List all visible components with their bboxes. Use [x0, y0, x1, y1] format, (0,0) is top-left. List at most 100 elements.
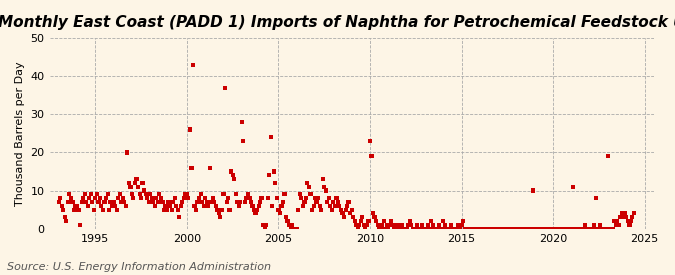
Point [277, 200, 288, 204]
Point [499, 226, 510, 231]
Point [192, 200, 203, 204]
Point [610, 223, 621, 227]
Point [209, 200, 220, 204]
Point [227, 173, 238, 177]
Point [601, 226, 612, 231]
Point [281, 215, 292, 219]
Point [546, 226, 557, 231]
Point [517, 226, 528, 231]
Point [79, 192, 90, 197]
Point [471, 226, 482, 231]
Point [448, 226, 459, 231]
Point [595, 223, 605, 227]
Point [477, 226, 488, 231]
Point [429, 226, 439, 231]
Point [335, 207, 346, 212]
Point [319, 185, 329, 189]
Point [258, 223, 269, 227]
Point [511, 226, 522, 231]
Point [404, 219, 415, 223]
Point [585, 226, 595, 231]
Point [246, 200, 256, 204]
Point [400, 226, 410, 231]
Point [300, 196, 311, 200]
Point [586, 226, 597, 231]
Point [57, 204, 68, 208]
Point [292, 226, 302, 231]
Point [157, 200, 168, 204]
Point [334, 204, 345, 208]
Point [271, 196, 282, 200]
Point [534, 226, 545, 231]
Text: Source: U.S. Energy Information Administration: Source: U.S. Energy Information Administ… [7, 262, 271, 272]
Point [85, 192, 96, 197]
Point [494, 226, 505, 231]
Point [414, 226, 425, 231]
Point [433, 223, 444, 227]
Point [554, 226, 564, 231]
Point [512, 226, 523, 231]
Point [73, 207, 84, 212]
Point [310, 196, 321, 200]
Point [142, 196, 153, 200]
Point [261, 223, 271, 227]
Point [439, 223, 450, 227]
Point [519, 226, 530, 231]
Point [358, 223, 369, 227]
Point [551, 226, 562, 231]
Point [412, 223, 423, 227]
Point [487, 226, 497, 231]
Point [279, 192, 290, 197]
Point [293, 207, 304, 212]
Point [244, 196, 255, 200]
Point [234, 204, 244, 208]
Point [128, 196, 139, 200]
Point [620, 211, 630, 216]
Point [317, 177, 328, 181]
Point [627, 215, 638, 219]
Point [357, 215, 368, 219]
Point [464, 226, 475, 231]
Point [186, 166, 197, 170]
Point [151, 196, 162, 200]
Point [108, 200, 119, 204]
Point [116, 200, 127, 204]
Point [259, 226, 270, 231]
Point [302, 181, 313, 185]
Point [331, 196, 342, 200]
Point [410, 226, 421, 231]
Point [113, 196, 124, 200]
Point [352, 226, 363, 231]
Point [465, 226, 476, 231]
Point [581, 226, 592, 231]
Point [377, 223, 387, 227]
Point [557, 226, 568, 231]
Point [622, 219, 633, 223]
Point [351, 223, 362, 227]
Point [304, 185, 315, 189]
Point [493, 226, 504, 231]
Point [316, 207, 327, 212]
Point [205, 166, 215, 170]
Point [371, 219, 381, 223]
Point [241, 196, 252, 200]
Point [315, 204, 325, 208]
Point [134, 192, 145, 197]
Point [384, 223, 395, 227]
Point [441, 226, 452, 231]
Point [545, 226, 556, 231]
Point [348, 215, 358, 219]
Point [618, 215, 628, 219]
Point [354, 223, 364, 227]
Point [409, 226, 420, 231]
Point [395, 226, 406, 231]
Point [533, 226, 543, 231]
Point [375, 226, 386, 231]
Point [225, 169, 236, 174]
Point [55, 196, 65, 200]
Point [84, 196, 95, 200]
Point [572, 226, 583, 231]
Point [163, 200, 174, 204]
Point [183, 196, 194, 200]
Point [403, 223, 414, 227]
